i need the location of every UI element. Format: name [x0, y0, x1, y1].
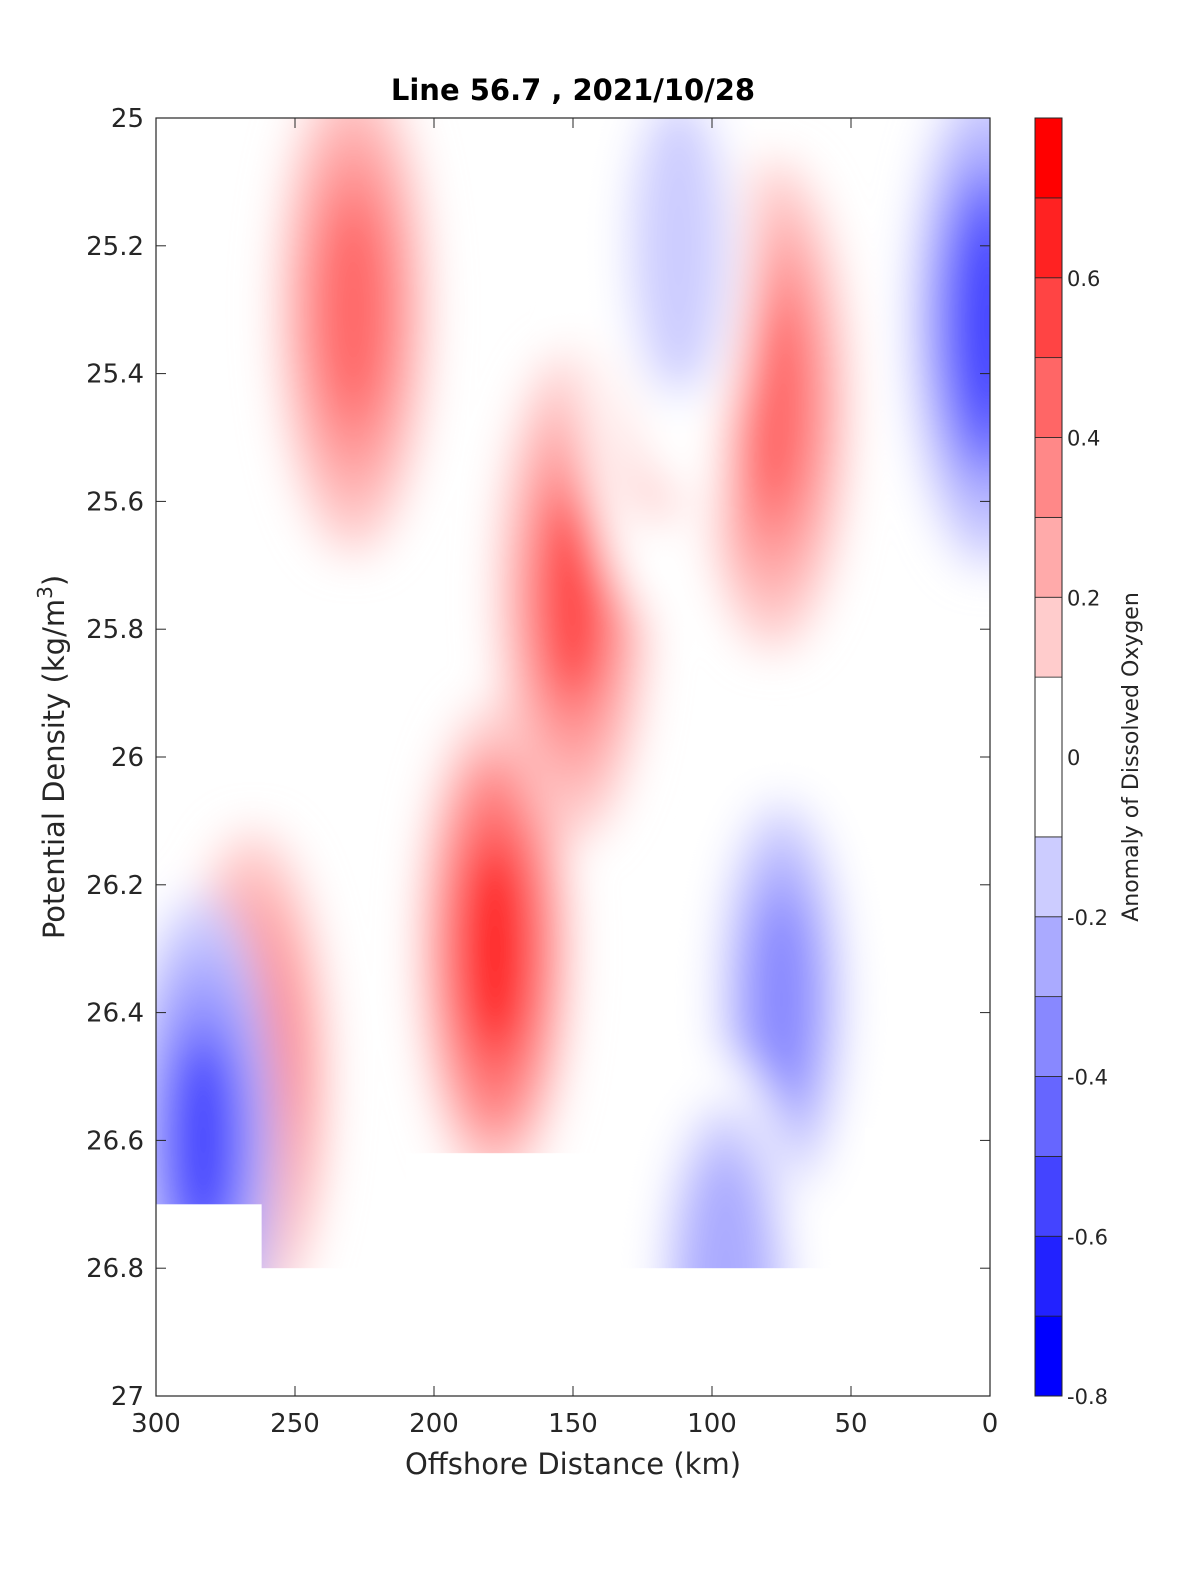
y-tick-label: 26.4: [86, 999, 144, 1029]
anomaly-contour-ring: [169, 1037, 238, 1243]
y-tick-label: 26.6: [86, 1126, 144, 1156]
colorbar-swatch: [1034, 916, 1063, 998]
colorbar-swatch: [1034, 996, 1063, 1077]
colorbar-frame: [1034, 117, 1063, 1397]
y-tick-label: 25.8: [86, 615, 144, 645]
x-tick-label: 200: [409, 1409, 459, 1439]
y-axis-label-superscript: 3: [33, 586, 57, 599]
colorbar-swatch: [1034, 596, 1063, 678]
x-tick-label: 50: [834, 1409, 867, 1439]
anomaly-contour-ring: [319, 207, 388, 413]
anomaly-blob: [912, 118, 990, 568]
x-tick-label: 100: [687, 1409, 737, 1439]
x-axis: 300 250 200 150 100 50 0: [131, 118, 998, 1439]
x-tick-label: 300: [131, 1409, 181, 1439]
anomaly-contour-ring: [461, 846, 529, 1052]
y-axis-label: Potential Density (kg/m3): [33, 575, 71, 939]
plot-area: [155, 117, 991, 1397]
anomaly-contour-ring: [739, 303, 807, 509]
y-tick-label: 25.6: [86, 487, 144, 517]
colorbar-swatch: [1034, 1076, 1063, 1157]
x-tick-label: 150: [548, 1409, 598, 1439]
anomaly-contour-ring: [747, 897, 816, 1103]
colorbar-tick-label: -0.6: [1067, 1225, 1108, 1249]
anomaly-blob: [278, 118, 429, 555]
colorbar-tick-label: -0.4: [1067, 1066, 1108, 1090]
y-tick-label: 25.2: [86, 232, 144, 262]
colorbar-swatch: [1034, 117, 1063, 199]
anomaly-blob: [420, 703, 571, 1194]
colorbar-tick-label: -0.8: [1067, 1385, 1108, 1409]
colorbar-tick-label: 0.6: [1067, 267, 1100, 291]
anomaly-contour-ring: [644, 143, 713, 349]
colorbar-tick-label: 0.2: [1067, 586, 1100, 610]
x-tick-label: 0: [982, 1409, 999, 1439]
colorbar-swatch: [1034, 1315, 1063, 1397]
colorbar-label: Anomaly of Dissolved Oxygen: [1119, 592, 1144, 922]
colorbar-swatch: [1034, 357, 1063, 438]
anomaly-blob: [498, 352, 648, 843]
colorbar-swatch: [1034, 277, 1063, 359]
y-tick-label: 26: [111, 743, 144, 773]
colorbar-swatch: [1034, 437, 1063, 518]
missing-data-mask: [406, 1153, 601, 1396]
colorbar-tick-label: -0.2: [1067, 906, 1108, 930]
x-tick-label: 250: [270, 1409, 320, 1439]
y-axis: 25 25.2 25.4 25.6 25.8 26 26.2 26.4 26.6 26.8 27: [86, 104, 990, 1412]
y-axis-label-main: Potential Density (kg/m: [37, 599, 71, 939]
colorbar-tick-label: 0: [1067, 746, 1080, 770]
y-tick-label: 26.8: [86, 1254, 144, 1284]
x-axis-label: Offshore Distance (km): [405, 1447, 741, 1481]
anomaly-contour-ring: [539, 494, 607, 700]
y-tick-label: 27: [111, 1382, 144, 1412]
colorbar-swatch: [1034, 836, 1063, 918]
chart-title: Line 56.7 , 2021/10/28: [391, 73, 755, 107]
missing-data-masks: [156, 1127, 990, 1396]
colorbar: -0.8 -0.6 -0.4 -0.2 0 0.2 0.4 0.6: [1034, 117, 1108, 1409]
colorbar-swatch: [1034, 516, 1063, 598]
colorbar-tick-label: 0.4: [1067, 427, 1100, 451]
y-axis-label-end: ): [37, 575, 71, 586]
colorbar-swatch: [1034, 676, 1063, 838]
colorbar-swatch: [1034, 1235, 1063, 1317]
anomaly-contour-ring: [953, 220, 990, 425]
anomaly-field: [156, 118, 990, 1396]
colorbar-swatch: [1034, 197, 1063, 279]
missing-data-mask: [864, 1127, 990, 1396]
y-tick-label: 25.4: [86, 360, 144, 390]
colorbar-swatch: [1034, 1155, 1063, 1237]
y-tick-label: 25: [111, 104, 144, 134]
y-tick-label: 26.2: [86, 871, 144, 901]
anomaly-blob: [603, 118, 754, 491]
missing-data-mask: [156, 1204, 262, 1396]
